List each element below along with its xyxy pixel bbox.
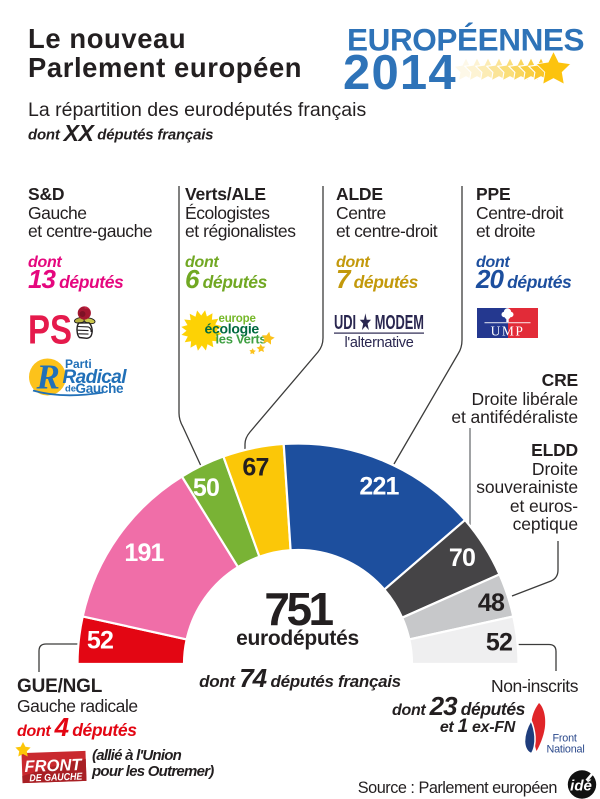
svg-text:de: de — [65, 384, 76, 395]
svg-text:221: 221 — [359, 473, 399, 501]
svg-text:Gauche: Gauche — [76, 381, 125, 396]
svg-text:PS: PS — [28, 307, 72, 353]
svg-text:Parti: Parti — [65, 357, 92, 371]
svg-text:191: 191 — [124, 539, 164, 567]
svg-text:Radical: Radical — [63, 367, 128, 388]
svg-text:EUROPÉENNES: EUROPÉENNES — [347, 22, 584, 58]
svg-text:écologie: écologie — [205, 321, 260, 337]
svg-text:DE GAUCHE: DE GAUCHE — [29, 772, 83, 785]
svg-text:48: 48 — [478, 589, 505, 617]
svg-text:50: 50 — [193, 474, 219, 502]
svg-text:UDI ★ MODEM: UDI ★ MODEM — [334, 312, 424, 334]
svg-text:52: 52 — [486, 629, 512, 657]
svg-text:67: 67 — [242, 454, 268, 482]
svg-text:FRONT: FRONT — [24, 756, 84, 776]
svg-text:R: R — [36, 358, 60, 397]
svg-text:les Verts: les Verts — [216, 332, 267, 347]
svg-text:idé: idé — [570, 778, 592, 795]
svg-text:52: 52 — [87, 627, 113, 655]
svg-text:europe: europe — [219, 313, 256, 325]
svg-text:Front: Front — [553, 733, 577, 745]
svg-text:National: National — [547, 744, 585, 756]
svg-text:2014: 2014 — [343, 46, 457, 96]
svg-text:70: 70 — [449, 544, 475, 572]
svg-text:l'alternative: l'alternative — [345, 335, 414, 351]
svg-text:UMP: UMP — [491, 324, 525, 339]
